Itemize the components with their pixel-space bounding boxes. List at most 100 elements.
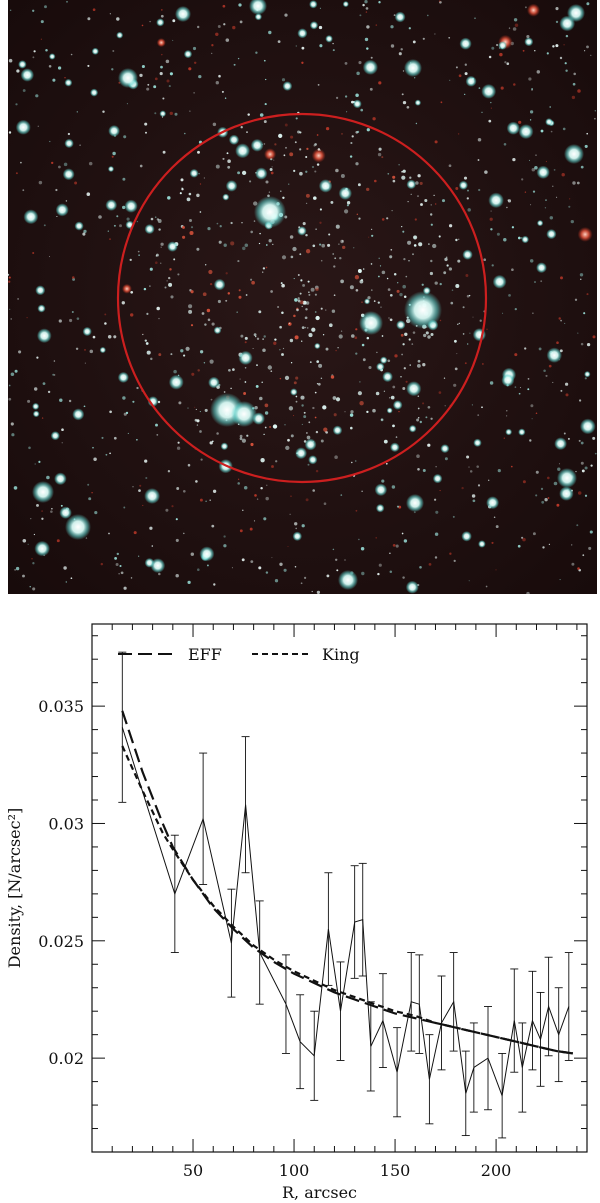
bright-star <box>48 53 56 60</box>
faint-star <box>43 224 46 227</box>
cluster-star <box>306 327 309 329</box>
faint-star <box>166 280 168 282</box>
faint-star <box>493 516 496 518</box>
cluster-star <box>282 347 285 350</box>
faint-star <box>327 243 331 247</box>
faint-star <box>237 171 241 175</box>
cluster-star <box>338 334 343 339</box>
bright-star <box>189 168 199 178</box>
faint-star <box>87 64 90 67</box>
faint-star <box>553 169 556 171</box>
faint-star <box>113 436 117 440</box>
faint-star <box>113 335 117 339</box>
faint-star <box>412 331 416 334</box>
faint-star <box>154 112 157 115</box>
faint-star <box>11 433 15 437</box>
faint-star <box>580 461 584 465</box>
cluster-star <box>330 200 334 204</box>
faint-star <box>189 110 191 112</box>
faint-star <box>265 266 268 269</box>
cluster-star <box>354 275 360 280</box>
faint-star <box>198 172 200 175</box>
faint-star <box>199 411 201 413</box>
faint-star <box>528 159 531 161</box>
faint-star <box>8 280 11 283</box>
faint-star <box>335 558 338 561</box>
cluster-star <box>149 285 151 287</box>
faint-star <box>295 527 298 530</box>
faint-star <box>532 312 534 314</box>
faint-star <box>86 192 91 196</box>
faint-star <box>26 316 28 319</box>
faint-star <box>344 61 348 65</box>
cluster-star <box>392 175 396 179</box>
faint-star <box>582 554 585 557</box>
faint-star <box>320 259 323 262</box>
cluster-star <box>308 333 313 338</box>
faint-star <box>301 46 305 50</box>
faint-star <box>268 30 272 35</box>
faint-star <box>149 20 151 23</box>
faint-star <box>180 178 184 182</box>
faint-star <box>389 570 393 574</box>
faint-star <box>82 232 86 236</box>
cluster-star <box>444 257 448 262</box>
faint-star <box>416 454 420 458</box>
faint-star <box>355 93 359 98</box>
faint-star <box>91 491 93 494</box>
faint-star <box>491 46 495 50</box>
faint-star <box>171 505 174 508</box>
faint-star <box>535 470 539 474</box>
cluster-star <box>179 192 182 195</box>
cluster-star <box>206 308 211 313</box>
faint-star <box>471 404 473 406</box>
cluster-star <box>309 361 312 363</box>
faint-star <box>548 543 551 546</box>
bright-star <box>342 1 349 8</box>
cluster-star <box>315 228 317 230</box>
faint-star <box>48 256 51 258</box>
faint-star <box>92 446 94 449</box>
cluster-star <box>241 438 247 443</box>
faint-star <box>295 400 298 403</box>
faint-star <box>277 40 281 43</box>
faint-star <box>514 307 517 311</box>
faint-star <box>500 86 504 90</box>
faint-star <box>256 337 260 341</box>
faint-star <box>465 274 469 277</box>
cluster-star <box>137 250 140 253</box>
cluster-star <box>427 405 431 409</box>
cluster-star <box>306 435 311 440</box>
faint-star <box>390 248 393 251</box>
faint-star <box>361 490 363 492</box>
faint-star <box>455 187 459 190</box>
cluster-star <box>409 176 412 179</box>
cluster-star <box>145 342 149 345</box>
faint-star <box>57 66 62 70</box>
faint-star <box>199 183 202 185</box>
faint-star <box>147 83 150 86</box>
cluster-star <box>205 264 207 266</box>
bright-star <box>524 37 534 47</box>
faint-star <box>549 106 552 108</box>
faint-star <box>580 165 584 169</box>
cluster-star <box>350 426 353 430</box>
faint-star <box>27 399 31 403</box>
faint-star <box>488 119 492 123</box>
faint-star <box>466 294 470 298</box>
cluster-star <box>238 295 242 299</box>
faint-star <box>435 466 437 468</box>
bright-star <box>220 442 229 451</box>
cluster-star <box>410 193 412 195</box>
faint-star <box>68 399 72 403</box>
faint-star <box>104 313 107 316</box>
faint-star <box>209 499 211 501</box>
cluster-star <box>301 305 303 308</box>
faint-star <box>222 157 225 160</box>
cluster-star <box>260 458 265 463</box>
faint-star <box>237 482 240 485</box>
faint-star <box>560 319 562 322</box>
faint-star <box>123 586 127 590</box>
cluster-star <box>350 141 353 145</box>
faint-star <box>41 517 44 520</box>
